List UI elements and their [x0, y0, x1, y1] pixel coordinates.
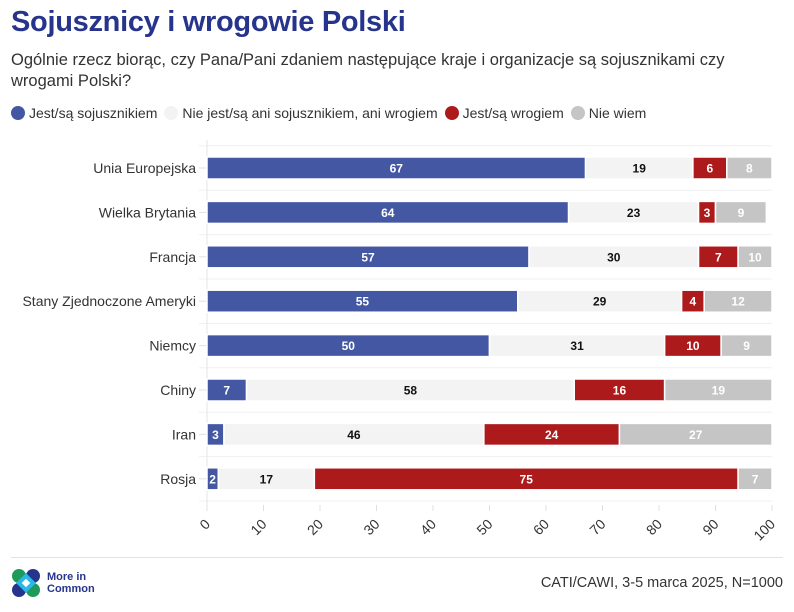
x-tick-label: 30: [360, 516, 382, 538]
category-label: Iran: [172, 426, 196, 442]
logo-text: More in Common: [47, 571, 95, 595]
legend-label-allies: Jest/są sojusznikiem: [29, 105, 158, 121]
x-tick-label: 80: [643, 516, 665, 538]
data-label: 67: [390, 162, 404, 176]
data-label: 57: [361, 250, 375, 264]
x-tick-label: 90: [699, 516, 721, 538]
data-label: 19: [712, 384, 726, 398]
data-label: 46: [347, 428, 361, 442]
data-label: 29: [593, 295, 607, 309]
bar-segment: [618, 422, 773, 447]
data-label: 9: [743, 339, 750, 353]
data-label: 7: [752, 472, 759, 486]
chart-title: Sojusznicy i wrogowie Polski: [11, 6, 406, 38]
legend-item-allies: Jest/są sojusznikiem: [11, 105, 157, 121]
data-label: 23: [627, 206, 641, 220]
bar-segment: [714, 200, 768, 225]
data-label: 9: [738, 206, 745, 220]
bar-segment: [737, 245, 773, 269]
data-label: 12: [731, 295, 745, 309]
category-label: Francja: [149, 249, 196, 265]
data-label: 27: [689, 428, 703, 442]
legend: Jest/są sojusznikiem Nie jest/są ani soj…: [11, 105, 653, 121]
bar-segment: [703, 289, 773, 313]
category-label: Stany Zjednoczone Ameryki: [22, 293, 196, 309]
data-label: 58: [404, 384, 418, 398]
x-tick-label: 50: [473, 516, 495, 538]
legend-dot-allies: [11, 106, 25, 120]
data-label: 16: [613, 384, 627, 398]
bar-segment: [726, 156, 773, 180]
x-tick-label: 10: [247, 516, 269, 538]
legend-item-dont-know: Nie wiem: [570, 105, 647, 121]
data-label: 3: [704, 206, 711, 220]
data-label: 10: [686, 339, 700, 353]
data-label: 24: [545, 428, 559, 442]
x-tick-label: 70: [586, 516, 608, 538]
x-tick-label: 40: [417, 516, 439, 538]
legend-dot-enemies: [444, 106, 459, 120]
legend-label-neutral: Nie jest/są ani sojusznikiem, ani wrogie…: [182, 105, 438, 121]
data-label: 75: [520, 472, 534, 486]
data-label: 64: [381, 206, 395, 220]
legend-dot-dont-know: [570, 106, 585, 120]
bar-segment: [663, 378, 773, 402]
data-label: 4: [690, 295, 697, 309]
legend-dot-neutral: [164, 106, 179, 120]
footer-divider: [11, 557, 783, 558]
category-label: Rosja: [160, 471, 196, 487]
data-label: 10: [748, 250, 762, 264]
data-label: 30: [607, 250, 621, 264]
category-label: Unia Europejska: [93, 160, 196, 176]
legend-item-enemies: Jest/są wrogiem: [444, 105, 564, 121]
data-label: 6: [707, 162, 714, 176]
data-label: 8: [746, 162, 753, 176]
data-label: 31: [570, 339, 584, 353]
data-label: 3: [212, 428, 219, 442]
data-label: 19: [633, 162, 647, 176]
legend-label-enemies: Jest/są wrogiem: [462, 105, 564, 121]
data-label: 7: [715, 250, 722, 264]
legend-item-neutral: Nie jest/są ani sojusznikiem, ani wrogie…: [164, 105, 438, 121]
x-tick-label: 100: [750, 516, 778, 544]
data-label: 17: [260, 472, 274, 486]
data-label: 55: [356, 295, 370, 309]
bar-segment: [737, 467, 773, 491]
data-label: 7: [223, 384, 230, 398]
logo-icon: [12, 569, 40, 597]
category-label: Niemcy: [149, 338, 196, 354]
bar-segment: [720, 333, 773, 358]
logo-line-1: More in: [47, 571, 87, 583]
more-in-common-logo: More in Common: [11, 568, 95, 598]
logo-line-2: Common: [47, 583, 95, 595]
data-label: 50: [342, 339, 356, 353]
source-note: CATI/CAWI, 3-5 marca 2025, N=1000: [540, 575, 783, 591]
x-tick-label: 60: [530, 516, 552, 538]
data-label: 2: [209, 472, 216, 486]
x-tick-label: 0: [196, 516, 213, 533]
legend-label-dont-know: Nie wiem: [588, 105, 647, 121]
category-label: Wielka Brytania: [99, 204, 196, 220]
category-label: Chiny: [160, 382, 196, 398]
chart-subtitle: Ogólnie rzecz biorąc, czy Pana/Pani zdan…: [11, 51, 725, 90]
x-tick-label: 20: [304, 516, 326, 538]
